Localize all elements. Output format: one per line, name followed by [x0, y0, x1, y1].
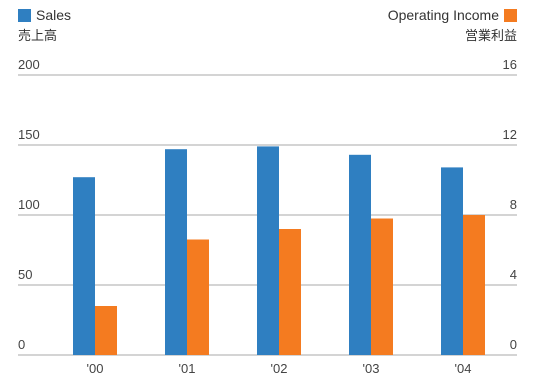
y-tick-label-left: 200: [18, 57, 40, 72]
y-tick-label-left: 100: [18, 197, 40, 212]
legend-sales: Sales 売上高: [18, 7, 71, 44]
operating-income-bar: [463, 215, 485, 355]
operating-income-bar: [95, 306, 117, 355]
y-tick-label-right: 4: [510, 267, 517, 282]
x-tick-label: '00: [87, 361, 104, 376]
x-tick-label: '04: [455, 361, 472, 376]
operating-income-bar: [279, 229, 301, 355]
sales-swatch: [18, 9, 31, 22]
income-swatch: [504, 9, 517, 22]
sales-legend-label: Sales: [36, 7, 72, 23]
operating-income-bar: [371, 218, 393, 355]
sales-bar: [73, 177, 95, 355]
x-tick-label: '03: [363, 361, 380, 376]
y-tick-label-right: 16: [503, 57, 517, 72]
y-tick-label-left: 50: [18, 267, 32, 282]
income-legend-label: Operating Income: [387, 7, 499, 23]
sales-bar: [165, 149, 187, 355]
y-tick-label-left: 0: [18, 337, 25, 352]
y-tick-label-right: 8: [510, 197, 517, 212]
sales-bar: [257, 146, 279, 355]
sales-bar: [441, 167, 463, 355]
income-legend-label-ja: 営業利益: [464, 28, 517, 43]
sales-bar: [349, 154, 371, 355]
x-tick-label: '01: [179, 361, 196, 376]
operating-income-bar: [187, 239, 209, 355]
y-tick-label-right: 12: [503, 127, 517, 142]
y-tick-label-left: 150: [18, 127, 40, 142]
sales-legend-label-ja: 売上高: [18, 28, 58, 43]
y-tick-label-right: 0: [510, 337, 517, 352]
legend-operating-income: Operating Income 営業利益: [388, 7, 517, 44]
x-tick-label: '02: [271, 361, 288, 376]
